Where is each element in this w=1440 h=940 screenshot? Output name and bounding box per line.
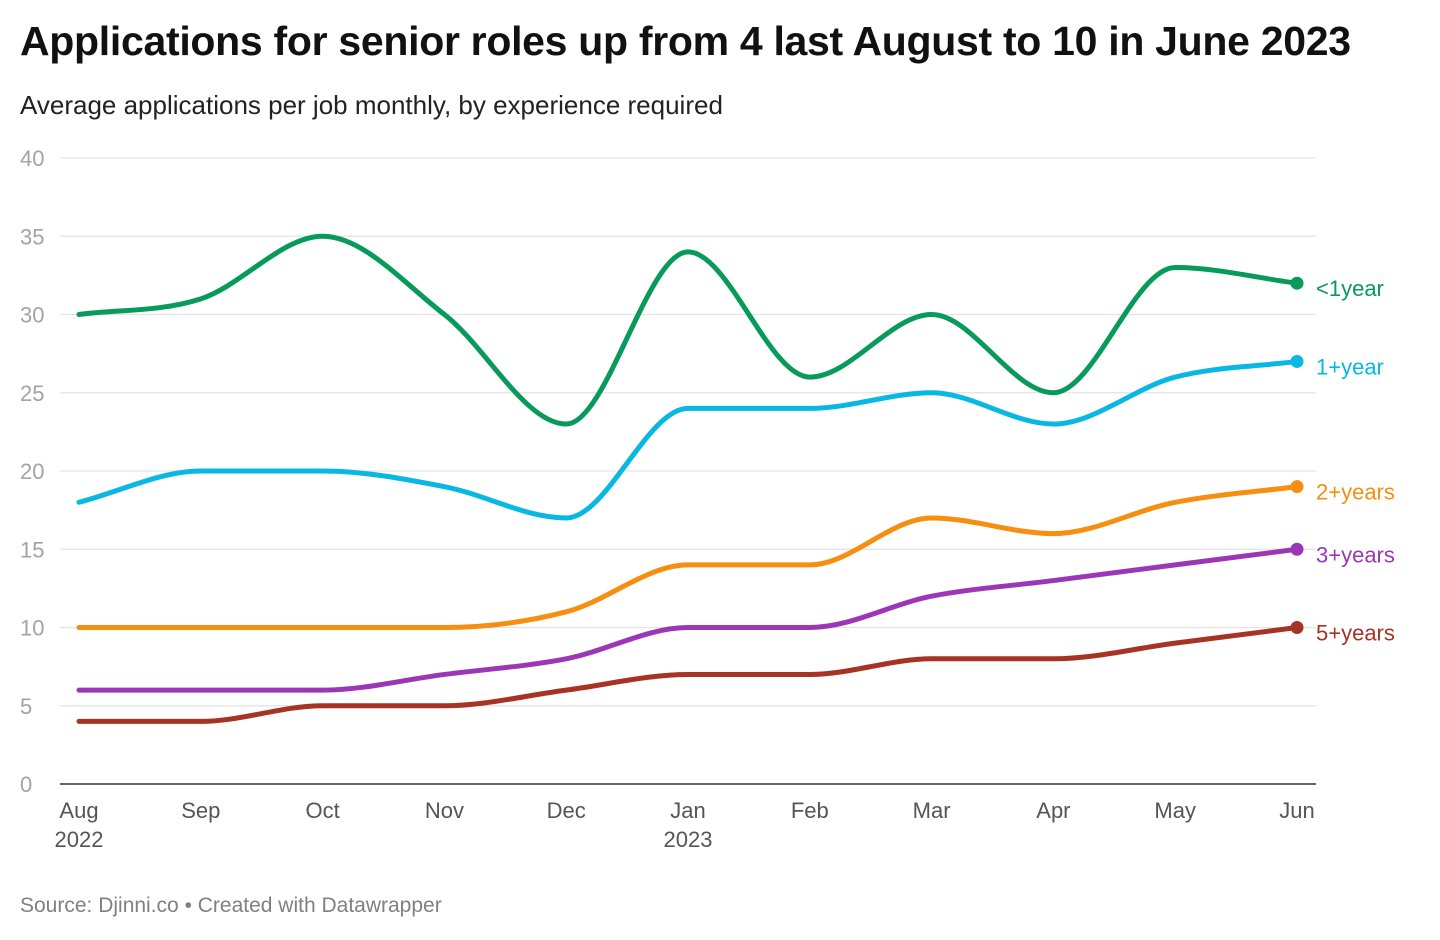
chart-subtitle: Average applications per job monthly, by… bbox=[20, 90, 723, 120]
x-tick-year-label: 2022 bbox=[55, 827, 104, 852]
chart-title: Applications for senior roles up from 4 … bbox=[20, 18, 1351, 64]
x-tick-label: Apr bbox=[1036, 798, 1070, 823]
x-tick-label: Dec bbox=[547, 798, 586, 823]
series-endpoint-2-years bbox=[1290, 480, 1304, 494]
series-endpoint-3-years bbox=[1290, 542, 1304, 556]
series-label-5-years: 5+years bbox=[1316, 621, 1395, 646]
y-tick-label: 15 bbox=[20, 537, 44, 562]
series-line-2-years bbox=[76, 484, 1300, 631]
y-tick-label: 5 bbox=[20, 694, 32, 719]
series-endpoint-1year bbox=[1290, 276, 1304, 290]
series-line-3-years bbox=[76, 546, 1300, 693]
source-footer: Source: Djinni.co • Created with Datawra… bbox=[20, 894, 442, 917]
x-tick-label: Nov bbox=[425, 798, 464, 823]
x-tick-label: Sep bbox=[181, 798, 220, 823]
series-line-1year bbox=[76, 233, 1300, 427]
y-tick-label: 0 bbox=[20, 772, 32, 797]
x-tick-label: Mar bbox=[913, 798, 951, 823]
x-tick-year-label: 2023 bbox=[664, 827, 713, 852]
x-tick-label: Oct bbox=[305, 798, 339, 823]
series-label-3-years: 3+years bbox=[1316, 542, 1395, 567]
y-tick-label: 30 bbox=[20, 303, 44, 328]
series-line-1-year bbox=[76, 358, 1300, 521]
x-tick-label: Feb bbox=[791, 798, 829, 823]
series-label-1-year: 1+year bbox=[1316, 354, 1384, 379]
series-endpoint-1-year bbox=[1290, 354, 1304, 368]
y-tick-label: 10 bbox=[20, 616, 44, 641]
x-tick-label: Jun bbox=[1279, 798, 1314, 823]
series-label-2-years: 2+years bbox=[1316, 480, 1395, 505]
series-line-5-years bbox=[76, 625, 1300, 724]
y-tick-label: 40 bbox=[20, 146, 44, 171]
series-endpoint-5-years bbox=[1290, 621, 1304, 634]
y-tick-label: 25 bbox=[20, 381, 44, 406]
y-tick-label: 35 bbox=[20, 224, 44, 249]
y-tick-label: 20 bbox=[20, 459, 44, 484]
x-tick-label: Jan bbox=[670, 798, 705, 823]
x-tick-label: May bbox=[1154, 798, 1196, 823]
x-tick-label: Aug bbox=[59, 798, 98, 823]
series-label-1year: <1year bbox=[1316, 276, 1384, 301]
